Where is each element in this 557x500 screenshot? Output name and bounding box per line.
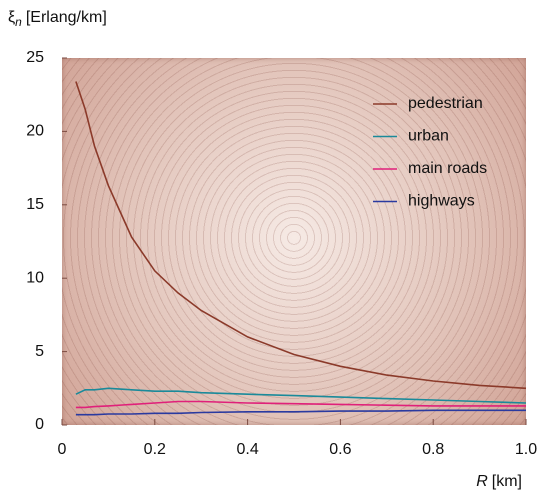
- x-tick-label: 0.8: [422, 441, 444, 458]
- y-tick-label: 25: [26, 49, 44, 66]
- legend-label: main roads: [408, 160, 487, 177]
- y-tick-label: 20: [26, 123, 44, 140]
- legend-label: highways: [408, 193, 475, 210]
- series-line: [75, 387, 527, 404]
- legend-label: pedestrian: [408, 95, 483, 112]
- x-tick-label: 0: [58, 441, 67, 458]
- x-label-unit: [km]: [492, 473, 522, 490]
- y-tick-label: 5: [35, 343, 44, 360]
- plot-background: [62, 58, 526, 425]
- x-tick-label: 0.6: [329, 441, 351, 458]
- series-line: [75, 400, 526, 409]
- y-axis-label: ξn [Erlang/km]: [8, 9, 107, 29]
- y-tick-label: 0: [35, 416, 44, 433]
- x-tick-label: 0.4: [236, 441, 258, 458]
- series-line: [75, 81, 527, 390]
- series-line: [75, 409, 526, 416]
- y-label-unit: [Erlang/km]: [26, 9, 107, 26]
- y-label-subscript: n: [15, 15, 22, 29]
- x-axis-label: R [km]: [476, 473, 522, 490]
- y-label-symbol: ξ: [8, 9, 15, 26]
- x-tick-label: 1.0: [515, 441, 537, 458]
- x-label-symbol: R: [476, 473, 488, 490]
- x-tick-label: 0.2: [144, 441, 166, 458]
- y-tick-label: 10: [26, 269, 44, 286]
- y-tick-label: 15: [26, 196, 44, 213]
- legend-label: urban: [408, 128, 449, 145]
